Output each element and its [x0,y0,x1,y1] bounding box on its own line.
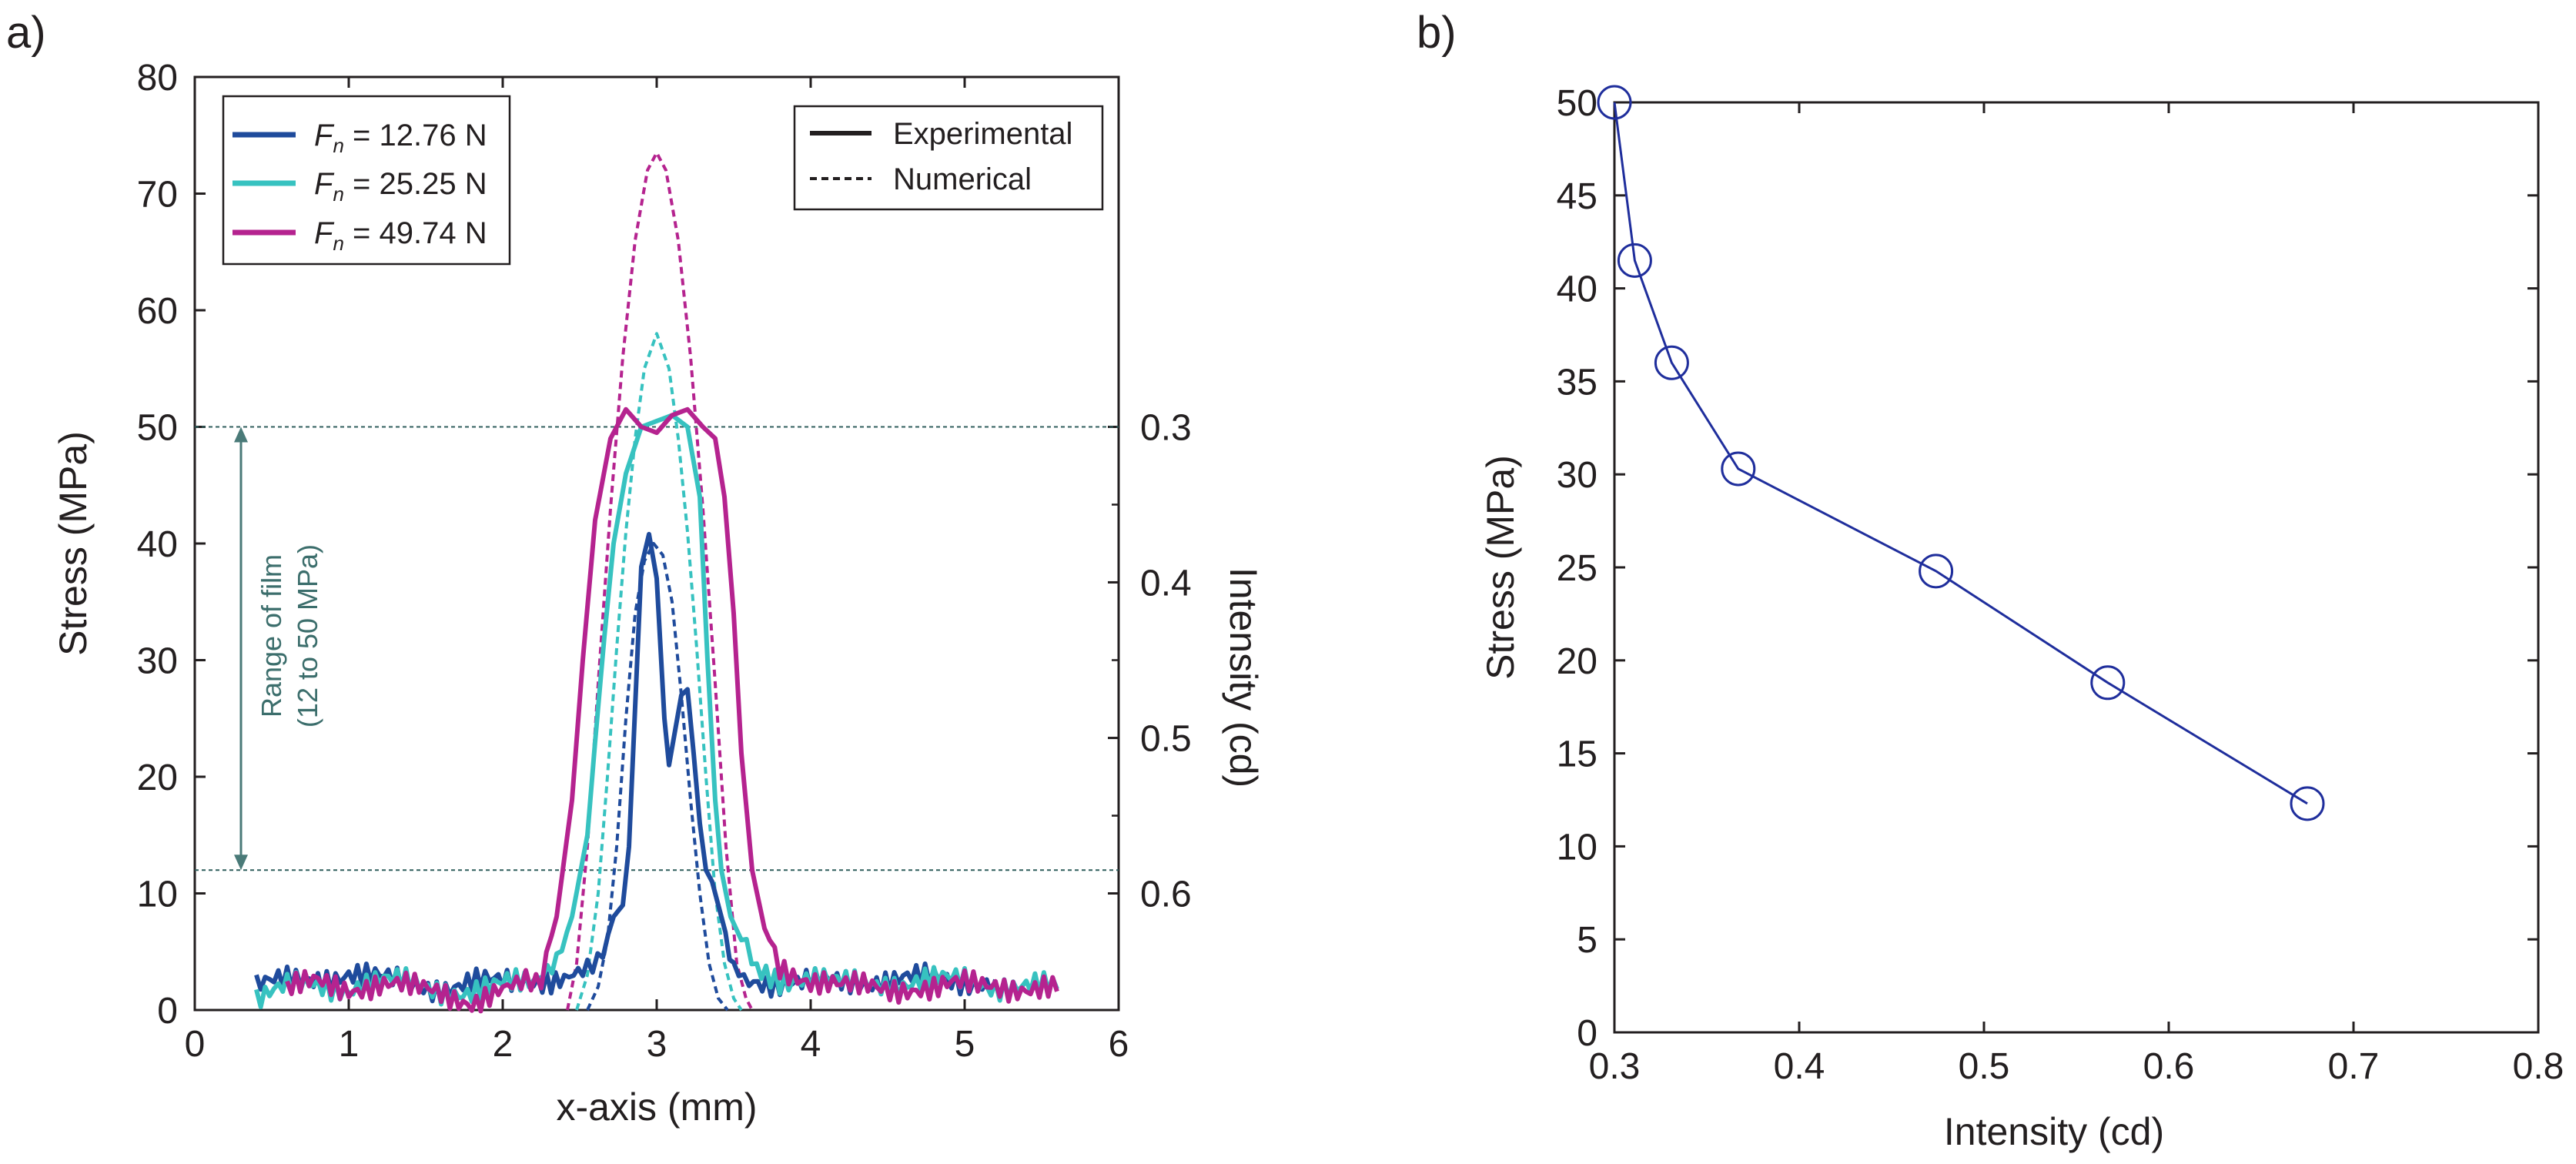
y-tick-label: 10 [137,875,178,915]
y-tick-label: 10 [1557,827,1597,868]
y-tick-label: 45 [1557,176,1597,217]
data-point-marker [2090,665,2126,701]
range-annotation-line2: (12 to 50 MPa) [292,544,323,728]
series-line-experimental-fn-high [285,406,1059,1014]
x-tick-label: 0 [185,1024,206,1065]
y-tick-label: 70 [137,175,178,216]
legend-entry-fn-high: Fn = 49.74 N [314,216,487,255]
data-point-marker [2290,786,2325,821]
y-tick-label: 30 [1557,455,1597,496]
range-arrow-head-top [234,426,248,443]
y-tick-label: 50 [1557,83,1597,124]
y-tick-label: 30 [137,641,178,682]
y-tick-label: 15 [1557,734,1597,775]
y-tick-label: 25 [1557,548,1597,589]
series-line-experimental-fn-low [254,531,998,1005]
x-tick-label: 0.4 [1774,1046,1825,1087]
data-point-marker [1654,345,1689,380]
range-annotation: Range of film (12 to 50 MPa) [234,426,323,871]
stress-intensity-line [1613,102,2308,805]
y-tick-label: 0 [157,991,178,1032]
data-point-marker [1721,451,1756,487]
x-tick-label: 6 [1109,1024,1129,1065]
legend-entry-fn-mid: Fn = 25.25 N [314,167,487,206]
y2-tick-label: 0.6 [1140,875,1192,915]
range-annotation-line1: Range of film [256,554,287,717]
legend-force: Fn = 12.76 N Fn = 25.25 N Fn = 49.74 N [222,95,511,266]
y-tick-label: 80 [137,58,178,99]
y-tick-label: 40 [1557,269,1597,310]
x-tick-label: 4 [801,1024,821,1065]
panel-a-guide-lines [195,426,1119,871]
x-tick-label: 0.5 [1959,1046,2010,1087]
legend-style-box [793,105,1104,211]
x-tick-label: 5 [955,1024,975,1065]
series-line-experimental-fn-mid [254,413,1059,1009]
data-point-marker [1597,85,1632,120]
x-tick-label: 2 [493,1024,514,1065]
panel-b-plot-frame [1613,101,2540,1034]
panel-b-ticks: 0.3 0.4 0.5 0.6 0.7 0.8 0 5 10 15 20 25 30 35 40 45 50 [1557,83,2564,1087]
y-tick-label: 20 [137,758,178,798]
y-tick-label: 35 [1557,362,1597,403]
panel-a-series [254,151,1059,1014]
data-point-marker [1919,554,1954,589]
legend-entry-experimental: Experimental [893,117,1072,151]
panel-b-y-axis-label: Stress (MPa) [1479,455,1522,680]
y-tick-label: 0 [1577,1013,1597,1054]
y2-tick-label: 0.4 [1140,563,1192,604]
data-point-marker [1617,242,1652,278]
legend-entry-fn-low: Fn = 12.76 N [314,119,487,157]
panel-a-label: a) [6,8,46,58]
legend-style: Experimental Numerical [793,105,1104,211]
x-tick-label: 0.8 [2513,1046,2564,1087]
y-tick-label: 5 [1577,920,1597,961]
x-tick-label: 0.3 [1589,1046,1641,1087]
legend-entry-numerical: Numerical [893,162,1032,196]
panel-a-x-axis-label: x-axis (mm) [556,1085,757,1129]
x-tick-label: 0.6 [2143,1046,2195,1087]
x-tick-label: 1 [339,1024,360,1065]
y2-tick-label: 0.3 [1140,408,1192,449]
panel-b-series [1597,85,2325,821]
panel-a-y-axis-label: Stress (MPa) [52,431,95,656]
series-line-numerical-fn-low [586,542,729,1012]
y-tick-label: 50 [137,408,178,449]
x-tick-label: 3 [647,1024,667,1065]
panel-b-label: b) [1417,8,1457,58]
legend-force-box [222,95,511,266]
x-tick-label: 0.7 [2328,1046,2380,1087]
y2-tick-label: 0.5 [1140,719,1192,760]
y-tick-label: 40 [137,524,178,565]
panel-a-y2-axis-label: Intensity (cd) [1222,567,1265,788]
y-tick-label: 20 [1557,641,1597,682]
panel-b-x-axis-label: Intensity (cd) [1944,1110,2164,1153]
range-arrow-head-bottom [234,855,248,871]
y-tick-label: 60 [137,291,178,332]
